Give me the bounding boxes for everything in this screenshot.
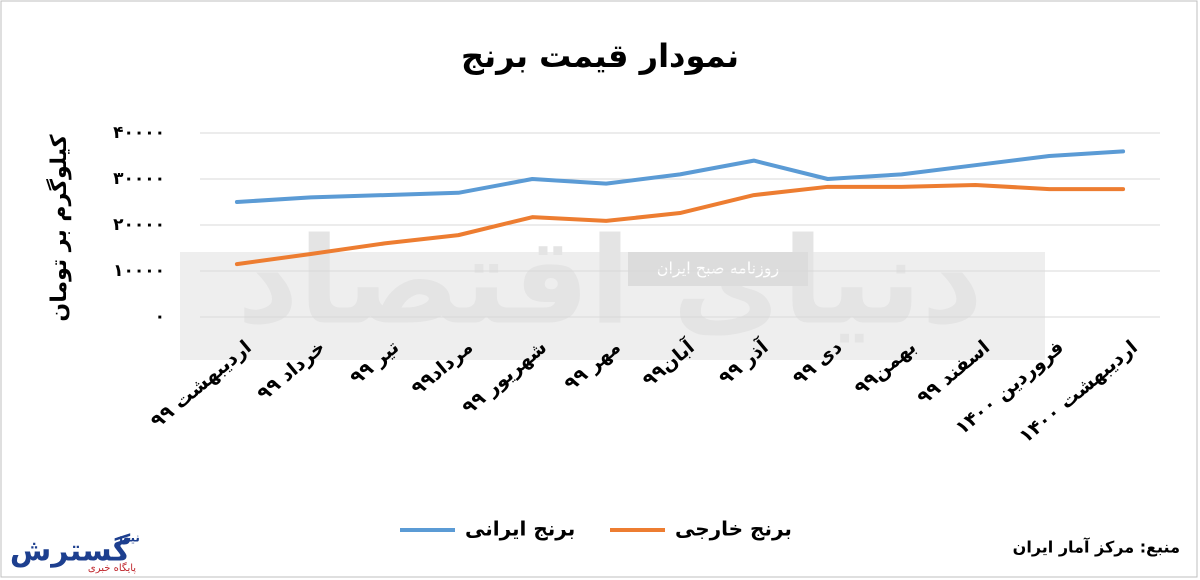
watermark-text: دنیای اقتصاد	[237, 213, 983, 352]
legend-label: برنج خارجی	[675, 517, 792, 541]
y-tick-label: ۴۰۰۰۰	[113, 123, 165, 143]
watermark-subtext: روزنامه صبح ایران	[657, 259, 780, 279]
y-tick-label: ۲۰۰۰۰	[113, 215, 165, 235]
legend-label: برنج ایرانی	[465, 517, 575, 541]
source-note: منبع: مرکز آمار ایران	[1013, 537, 1180, 557]
logo-suffix: نیوز	[115, 531, 140, 546]
series-line	[234, 149, 1126, 204]
y-tick-label: ۱۰۰۰۰	[113, 261, 165, 281]
watermark-band	[180, 252, 1045, 360]
y-tick-label: ۰	[155, 307, 165, 327]
watermark-box	[628, 252, 808, 286]
logo-text: گسترش	[10, 533, 131, 569]
series-line	[234, 182, 1126, 267]
chart-title: نمودار قیمت برنج	[461, 37, 739, 75]
logo-tagline: پایگاه خبری	[88, 562, 136, 574]
y-axis-label: کیلوگرم بر تومان	[45, 134, 72, 321]
y-tick-label: ۳۰۰۰۰	[113, 169, 165, 189]
